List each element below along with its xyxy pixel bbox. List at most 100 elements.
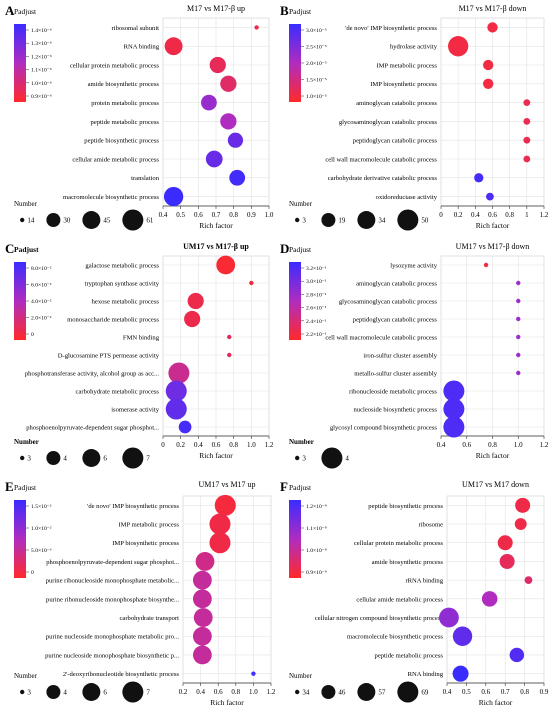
color-legend-bar — [289, 262, 301, 340]
y-term-label: purine ribonucleoside monophosphate meta… — [46, 578, 180, 585]
color-legend-bar — [14, 262, 26, 340]
x-tick-label: 1.0 — [247, 441, 256, 449]
panel-letter: F — [280, 479, 288, 494]
x-tick-label: 1.0 — [249, 688, 258, 696]
x-tick-label: 0.4 — [443, 688, 452, 696]
y-term-label: protein metabolic process — [91, 100, 159, 107]
size-legend-circle — [46, 213, 61, 227]
y-term-label: glycosyl compound biosynthetic process — [330, 424, 438, 431]
chart-title: M17 vs M17-β up — [187, 4, 245, 13]
y-term-label: macromolecule biosynthetic process — [347, 634, 443, 641]
size-legend-label: 46 — [338, 689, 346, 697]
data-point — [523, 136, 531, 144]
x-tick-label: 0.5 — [176, 211, 185, 219]
data-point — [524, 576, 533, 585]
data-point — [509, 647, 525, 663]
color-legend-tick-label: 2.5×10⁻⁵ — [306, 45, 327, 51]
data-point — [514, 518, 527, 530]
y-term-label: oxidoreductase activity — [376, 194, 438, 201]
data-point — [483, 78, 494, 89]
y-term-label: purine ribonucleoside monophosphate bios… — [46, 596, 179, 603]
y-term-label: ribonucleoside metabolic process — [349, 388, 437, 395]
y-term-label: IMP biosynthetic process — [112, 540, 179, 547]
chart-title: UM17 vs M17-β up — [183, 242, 249, 251]
color-legend-tick-label: 1.5×10⁻² — [31, 504, 52, 510]
y-term-label: peptide metabolic process — [375, 652, 444, 659]
size-legend-label: 14 — [27, 217, 35, 225]
data-point — [163, 186, 184, 207]
data-point — [523, 117, 531, 125]
panel-letter: C — [5, 241, 14, 256]
size-legend-label: 3 — [27, 689, 31, 697]
color-legend-tick-label: 1.5×10⁻⁵ — [306, 78, 327, 84]
size-legend-label: 19 — [338, 217, 346, 225]
data-point — [201, 94, 217, 111]
y-term-label: aminoglycan catabolic process — [356, 280, 437, 287]
panel-letter: E — [5, 479, 14, 494]
x-tick-label: 0.2 — [179, 688, 188, 696]
data-point — [195, 552, 215, 571]
y-term-label: hydrolase activity — [390, 44, 438, 51]
y-term-label: monosaccharide metabolic process — [67, 316, 159, 323]
x-tick-label: 1.0 — [265, 211, 274, 219]
size-legend-label: 3 — [302, 455, 306, 463]
size-legend-label: 4 — [63, 455, 67, 463]
y-term-label: peptide biosynthetic process — [84, 138, 159, 145]
size-legend-circle — [20, 217, 25, 223]
y-term-label: peptide biosynthetic process — [368, 503, 443, 510]
size-legend-circle — [122, 209, 144, 231]
x-tick-label: 0 — [161, 441, 165, 449]
y-term-label: rRNA binding — [405, 578, 443, 585]
data-point — [439, 607, 459, 628]
x-tick-label: 0.9 — [247, 211, 256, 219]
size-legend-circle — [295, 455, 300, 461]
x-tick-label: 0.8 — [488, 441, 497, 449]
data-point — [205, 150, 223, 168]
x-tick-label: 0.8 — [520, 688, 529, 696]
color-legend-tick-label: 3.0×10⁻¹ — [306, 279, 327, 285]
data-point — [164, 37, 183, 56]
y-term-label: purine nucleoside monophosphate biosynth… — [45, 652, 179, 659]
x-tick-label: 0.6 — [214, 688, 223, 696]
size-legend-circle — [20, 455, 25, 461]
x-tick-label: 1.2 — [265, 441, 274, 449]
data-point — [474, 173, 484, 183]
data-point — [192, 570, 212, 590]
y-term-label: 'de novo' IMP biosynthetic process — [345, 25, 437, 32]
y-term-label: hexose metabolic process — [92, 298, 160, 305]
y-term-label: cellular protein metabolic process — [354, 540, 444, 547]
x-axis-label: Rich factor — [476, 451, 510, 460]
data-point — [516, 334, 521, 340]
y-term-label: amide biosynthetic process — [372, 559, 444, 566]
y-term-label: phosphoenolpyruvate-dependent sugar phos… — [26, 424, 159, 431]
size-legend-title: Number — [14, 200, 38, 208]
data-point — [209, 513, 231, 535]
x-tick-label: 0.7 — [212, 211, 221, 219]
x-tick-label: 0.7 — [501, 688, 510, 696]
color-legend-tick-label: 2.2×10⁻¹ — [306, 332, 327, 338]
color-legend-tick-label: 3.0×10⁻⁵ — [306, 28, 327, 34]
color-legend-tick-label: 6.0×10⁻² — [31, 283, 52, 289]
data-point — [523, 99, 531, 107]
y-term-label: 2'-deoxyribonucleotide biosynthetic proc… — [63, 671, 180, 678]
color-legend-tick-label: 1.2×10⁻⁹ — [306, 504, 327, 510]
x-tick-label: 0.4 — [437, 441, 446, 449]
size-legend-title: Number — [289, 200, 313, 208]
data-point — [216, 255, 236, 275]
y-term-label: IMP biosynthetic process — [370, 81, 437, 88]
data-point — [168, 362, 190, 384]
data-point — [209, 532, 231, 554]
size-legend-label: 4 — [63, 689, 67, 697]
y-term-label: glycosaminoglycan catabolic process — [339, 119, 438, 126]
size-legend-title: Number — [14, 672, 38, 680]
x-tick-label: 1.2 — [540, 441, 549, 449]
size-legend-label: 3 — [302, 217, 306, 225]
color-legend-bar — [14, 24, 26, 102]
x-tick-label: 1.0 — [514, 441, 523, 449]
color-legend-tick-label: 1.1×10⁻⁶ — [31, 68, 52, 74]
size-legend-circle — [321, 213, 336, 227]
data-point — [214, 494, 236, 516]
y-term-label: IMP metabolic process — [376, 62, 437, 69]
y-term-label: cell wall macromolecule catabolic proces… — [325, 156, 437, 163]
color-legend-tick-label: 1.0×10⁻² — [31, 526, 52, 532]
